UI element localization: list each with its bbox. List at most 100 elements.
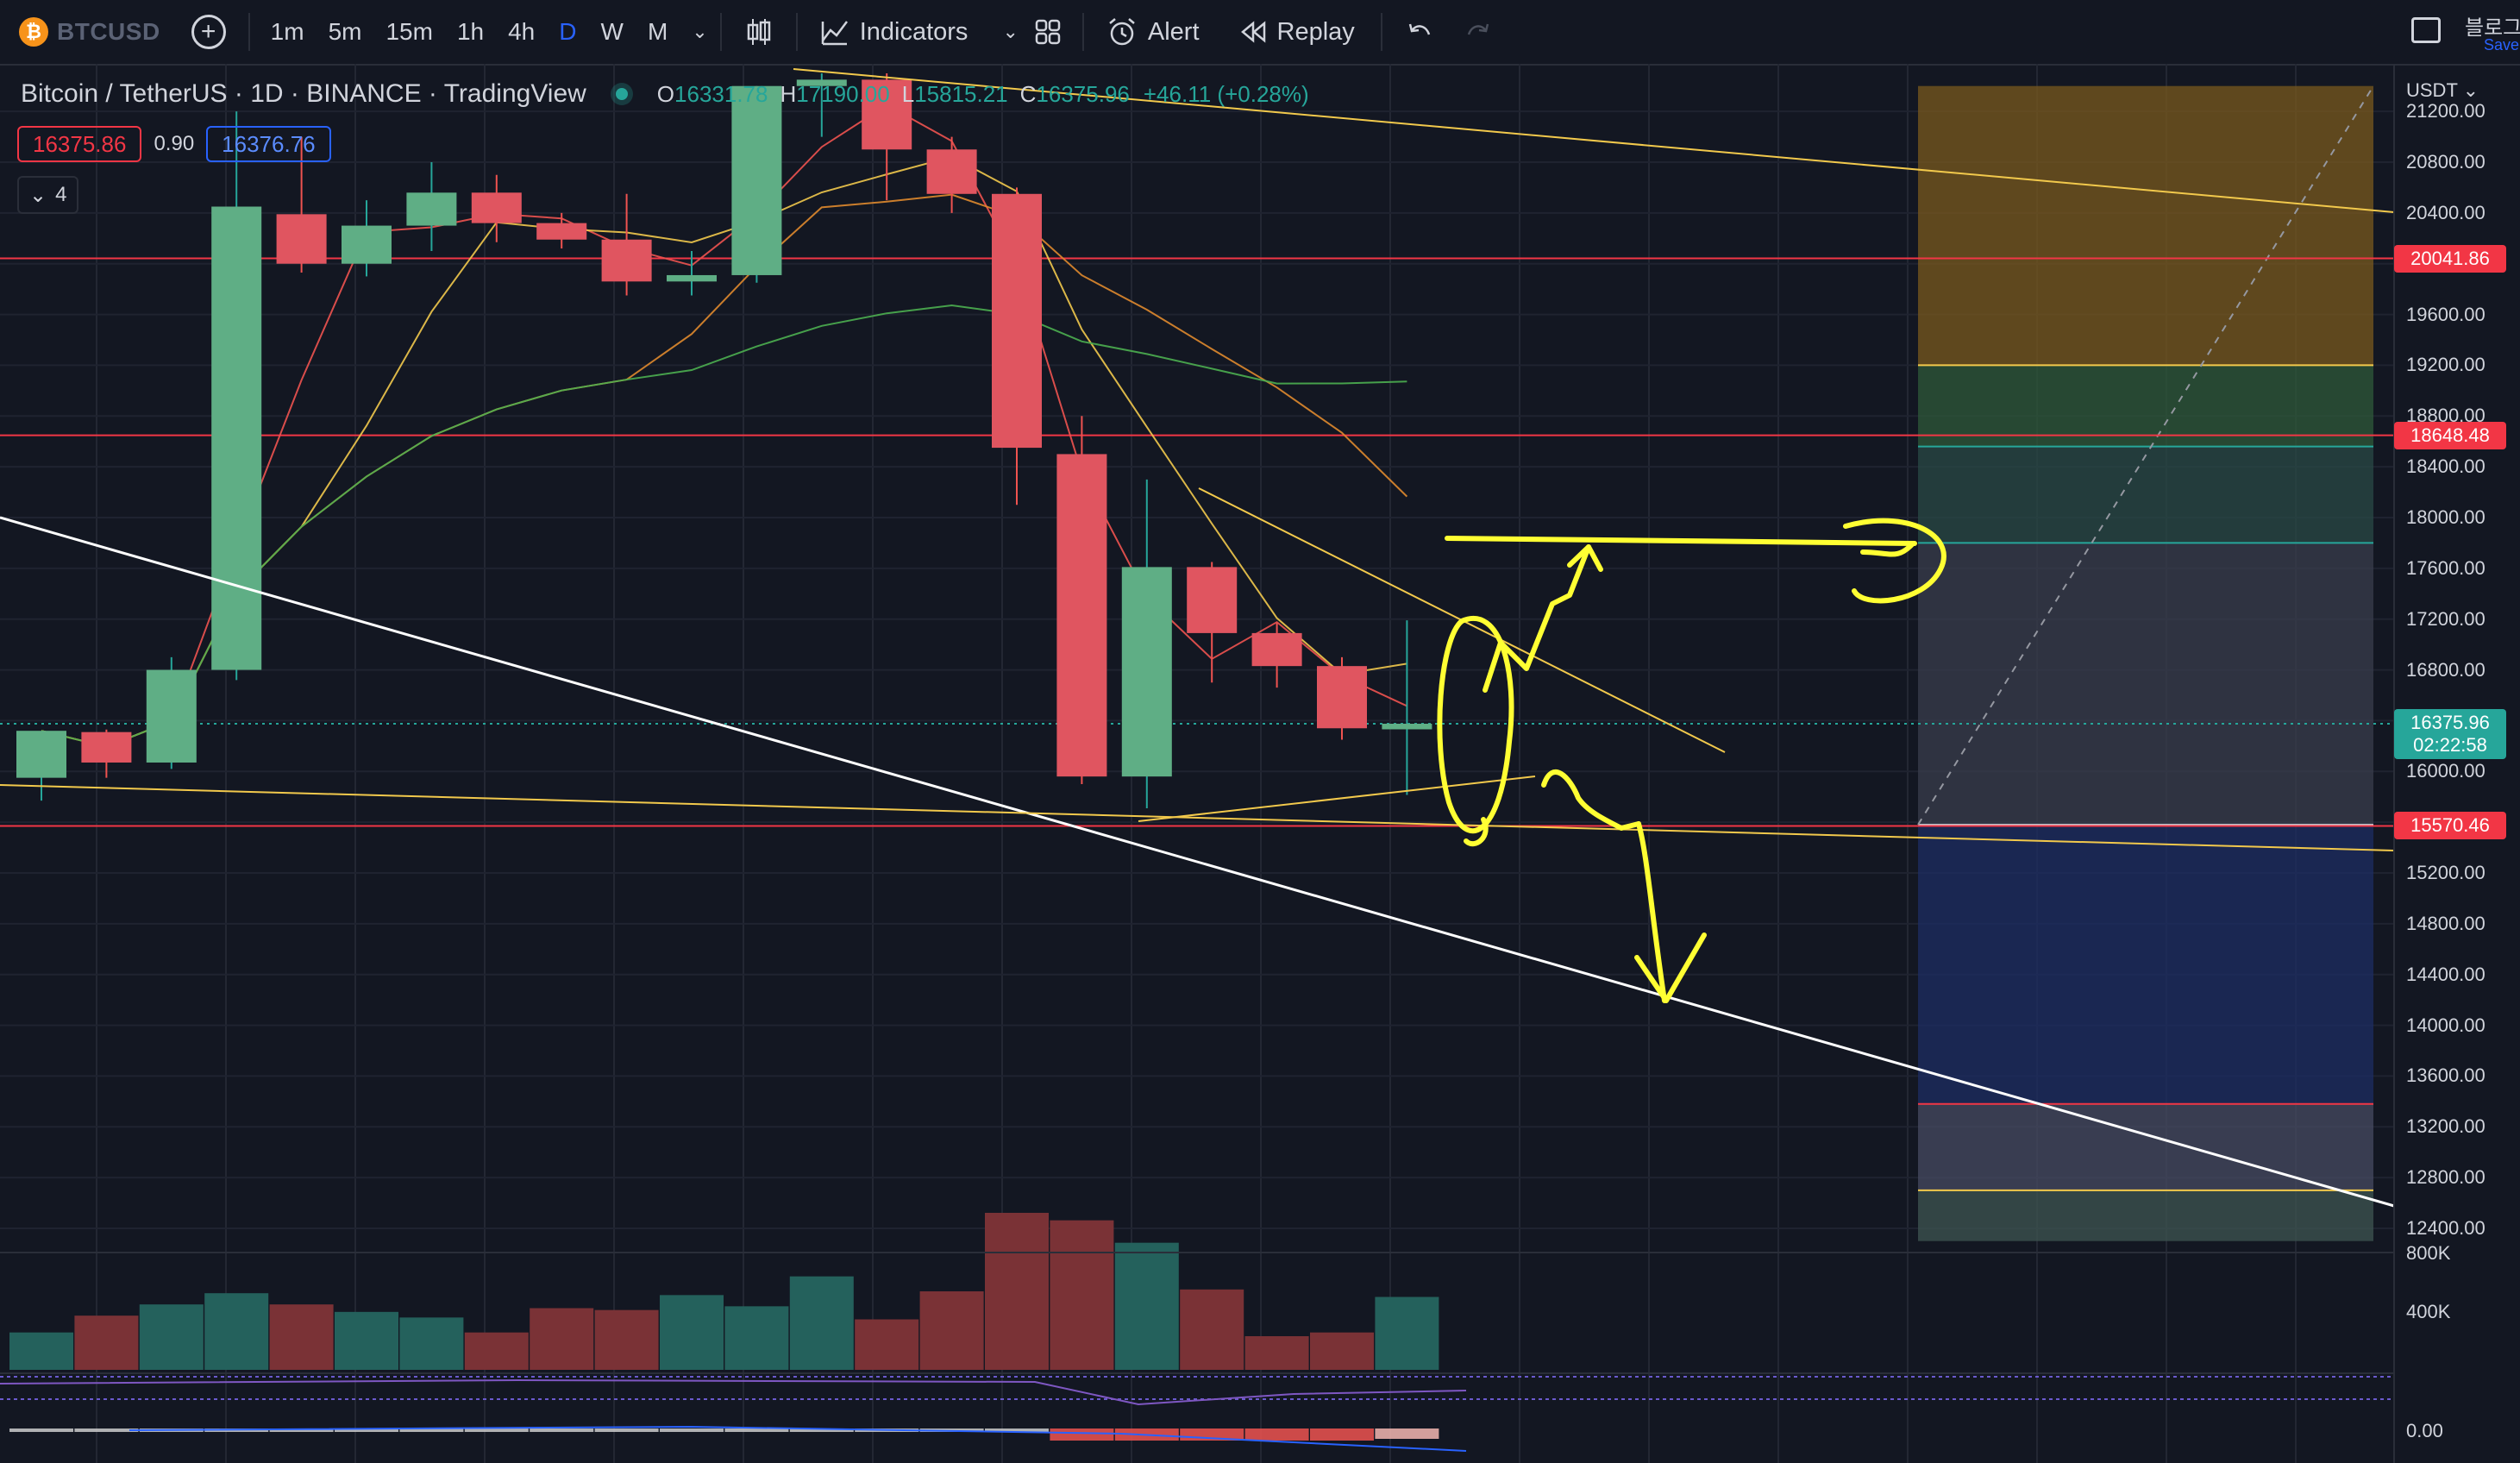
price-axis-label: 13200.00 [2406,1115,2486,1138]
candle-body [601,239,652,282]
interval-1m[interactable]: 1m [270,18,304,45]
redo-button[interactable] [1457,0,1500,64]
interval-d[interactable]: D [559,18,577,45]
chart-type-button[interactable] [722,0,796,64]
histogram-bar [74,1428,139,1432]
hand-drawn-annotations [1437,518,1946,1003]
candle [276,136,327,273]
yellow-annotation-stroke [1437,616,1514,833]
interval-w[interactable]: W [600,18,624,45]
volume-bar [1114,1242,1179,1370]
price-axis-label: 14400.00 [2406,963,2486,985]
candle-body [731,85,782,275]
symbol-search-button[interactable]: ₿ BTCUSD [0,0,176,64]
main-chart[interactable] [0,64,2520,1463]
candle [16,731,66,801]
publish-button[interactable]: 블로그 [2465,16,2520,40]
candle-body [1382,723,1432,730]
white-trend-line [0,516,2395,1208]
chart-legend: Bitcoin / TetherUS · 1D · BINANCE · Trad… [21,79,1309,109]
histogram-bar [1375,1428,1439,1439]
volume-bar [269,1304,334,1370]
candle-body [1121,567,1172,777]
fib-band [1918,85,2373,366]
replay-button[interactable]: Replay [1219,0,1381,64]
trend-lines [0,68,2395,1208]
histogram-bar [789,1428,854,1432]
candle-body [926,149,977,194]
candle-body [81,732,132,763]
buy-price-button[interactable]: 16376.76 [206,126,331,162]
bitcoin-icon: ₿ [19,17,48,47]
histogram-bar [660,1428,724,1432]
volume-bar [464,1332,529,1370]
candle-body [796,79,847,86]
interval-1h[interactable]: 1h [456,18,485,45]
interval-15m[interactable]: 15m [386,18,433,45]
candle [146,656,197,769]
yellow-annotation-stroke [1860,541,1915,557]
candle [796,73,847,137]
candle [471,174,522,242]
price-axis-label: 17600.00 [2406,556,2486,579]
candle [667,251,717,296]
compare-symbol-button[interactable]: + [176,0,248,64]
yellow-annotation-stroke [1567,544,1603,572]
bid-ask-row: 16375.86 0.90 16376.76 [17,126,331,162]
fib-band [1918,543,2373,826]
yellow-trend-line [1138,775,1536,822]
interval-m[interactable]: M [647,18,668,45]
oscillator-axis-label: 0.00 [2406,1420,2443,1441]
ohlc-high: H17190.00 [780,80,890,107]
price-axis-label: 20400.00 [2406,201,2486,223]
last-price-tag: 16375.96 02:22:58 [2394,709,2506,759]
alert-label: Alert [1147,17,1200,46]
histogram-bar [1310,1428,1374,1441]
moving-averages [41,104,1408,748]
candle [536,212,587,249]
candle [1382,620,1432,795]
price-axis-label: 15200.00 [2406,862,2486,883]
candle [926,136,977,213]
histogram-bar [594,1428,659,1432]
price-axis-label: 16800.00 [2406,658,2486,681]
market-status-icon[interactable] [615,88,628,100]
layout-button[interactable] [1031,0,1082,64]
fib-band [1918,446,2373,543]
yellow-annotation-stroke [1464,817,1489,847]
histogram-bar [399,1428,464,1432]
interval-4h[interactable]: 4h [508,18,536,45]
ohlc-low: L15815.21 [901,80,1008,107]
replay-icon [1240,21,1265,43]
candle-body [406,192,457,226]
chevron-down-icon[interactable]: ⌄ [1002,21,1019,42]
indicators-button[interactable]: Indicators ⌄ [798,0,1031,64]
candle-body [536,223,587,240]
chevron-down-icon[interactable]: ⌄ [692,21,708,42]
window-icon[interactable] [2411,17,2441,43]
toolbar-divider [719,13,722,51]
price-axis-label: 13600.00 [2406,1064,2486,1087]
fib-retracement-zone [1917,85,2374,1241]
fib-band [1918,1190,2373,1241]
indicator-collapse-button[interactable]: ⌄ 4 [17,176,79,214]
undo-button[interactable] [1382,0,1457,64]
volume-bar [919,1291,984,1370]
candle [731,85,782,283]
chart-title[interactable]: Bitcoin / TetherUS · 1D · BINANCE · Trad… [21,79,586,108]
candle [406,162,457,251]
bar-countdown: 02:22:58 [2413,734,2487,756]
histogram-bar [9,1428,73,1432]
candle-body [146,669,197,763]
volume-bar [335,1311,398,1370]
interval-5m[interactable]: 5m [328,18,362,45]
indicator-count: 4 [55,183,67,206]
sell-price-button[interactable]: 16375.86 [17,126,142,162]
histogram-bar [335,1428,398,1432]
alert-button[interactable]: Alert [1084,0,1219,64]
indicators-icon [821,21,848,46]
volume-bar [855,1319,919,1370]
spread-value: 0.90 [154,132,195,155]
volume-bar [1180,1289,1244,1370]
currency-selector[interactable]: USDT ⌄ [2406,79,2479,101]
